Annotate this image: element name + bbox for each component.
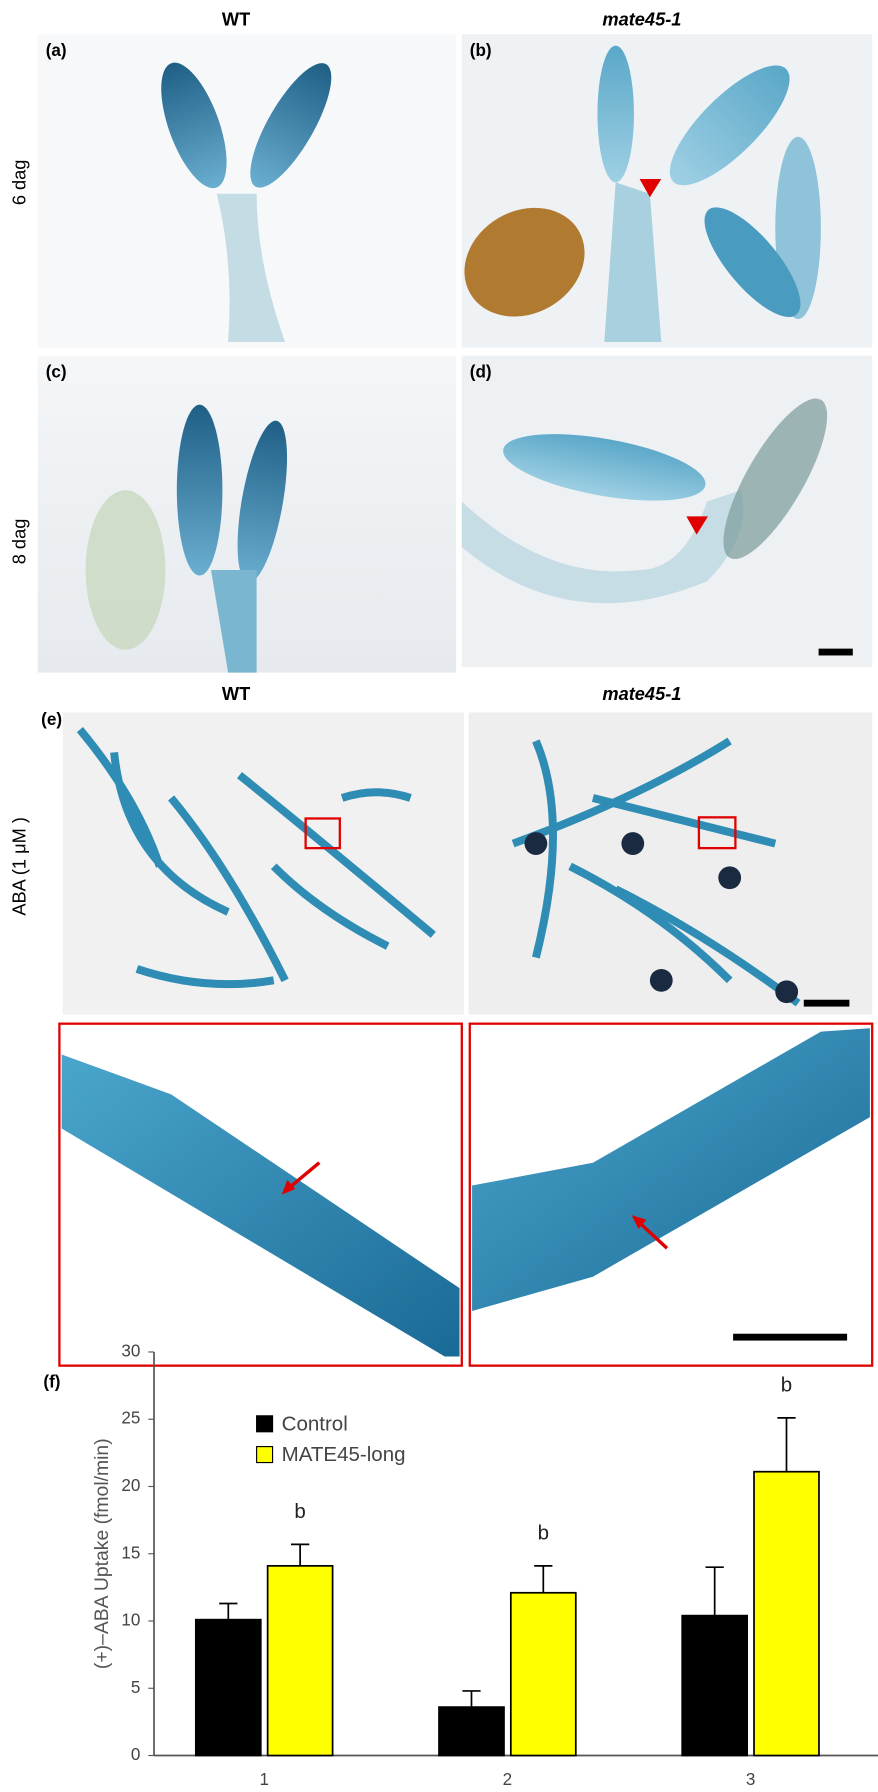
page: {"figure": { "top_columns": ["WT", "mate… [0, 0, 878, 1792]
y-tick-label: 30 [121, 1341, 140, 1360]
x-tick-label: 1 [259, 1770, 269, 1789]
photo-c [38, 356, 456, 673]
significance-label: b [538, 1521, 549, 1544]
bar [196, 1620, 261, 1756]
panel-label: (b) [470, 41, 492, 60]
row-label: 8 dag [8, 519, 29, 565]
bar [439, 1707, 504, 1755]
row-label: 6 dag [8, 160, 29, 206]
photo-d [462, 356, 872, 667]
column-label: mate45-1 [602, 8, 681, 29]
column-label: WT [222, 8, 250, 29]
panel-label: (e) [41, 710, 62, 729]
error-bar [219, 1604, 237, 1620]
legend-swatch [257, 1447, 273, 1463]
row-label: ABA (1 μM ) [8, 817, 29, 916]
panel-label: (c) [46, 362, 67, 381]
panel-label: (f) [43, 1372, 60, 1391]
x-tick-label: 2 [503, 1770, 513, 1789]
photo-b [445, 34, 873, 347]
error-bar [534, 1566, 552, 1593]
error-bar [706, 1567, 724, 1615]
significance-label: b [294, 1500, 305, 1523]
y-tick-label: 15 [121, 1543, 140, 1562]
bar [682, 1616, 747, 1756]
error-bar [777, 1418, 795, 1472]
legend-label: Control [282, 1412, 348, 1435]
panel-label: (a) [46, 41, 67, 60]
bar [511, 1593, 576, 1756]
column-label: mate45-1 [602, 683, 681, 704]
significance-label: b [781, 1373, 792, 1396]
y-tick-label: 0 [131, 1745, 141, 1764]
bar [754, 1472, 819, 1756]
column-label: WT [222, 683, 250, 704]
error-bar [291, 1544, 309, 1566]
y-axis-title: (+)–ABA Uptake (fmol/min) [91, 1438, 113, 1669]
error-bar [462, 1691, 480, 1707]
y-tick-label: 5 [131, 1678, 141, 1697]
bar [268, 1566, 333, 1756]
y-tick-label: 10 [121, 1611, 140, 1630]
legend-label: MATE45-long [282, 1443, 406, 1466]
figure: WT mate45-1 WT mate45-1 6 dag 8 dag ABA (1 μM … [0, 0, 878, 1792]
y-tick-label: 20 [121, 1476, 140, 1495]
zoom-boxes [59, 1024, 872, 1366]
photo-a [38, 34, 456, 347]
legend-swatch [257, 1416, 273, 1432]
y-tick-label: 25 [121, 1409, 140, 1428]
x-tick-label: 3 [746, 1770, 755, 1789]
photo-e [63, 712, 872, 1014]
panel-label: (d) [470, 362, 492, 381]
